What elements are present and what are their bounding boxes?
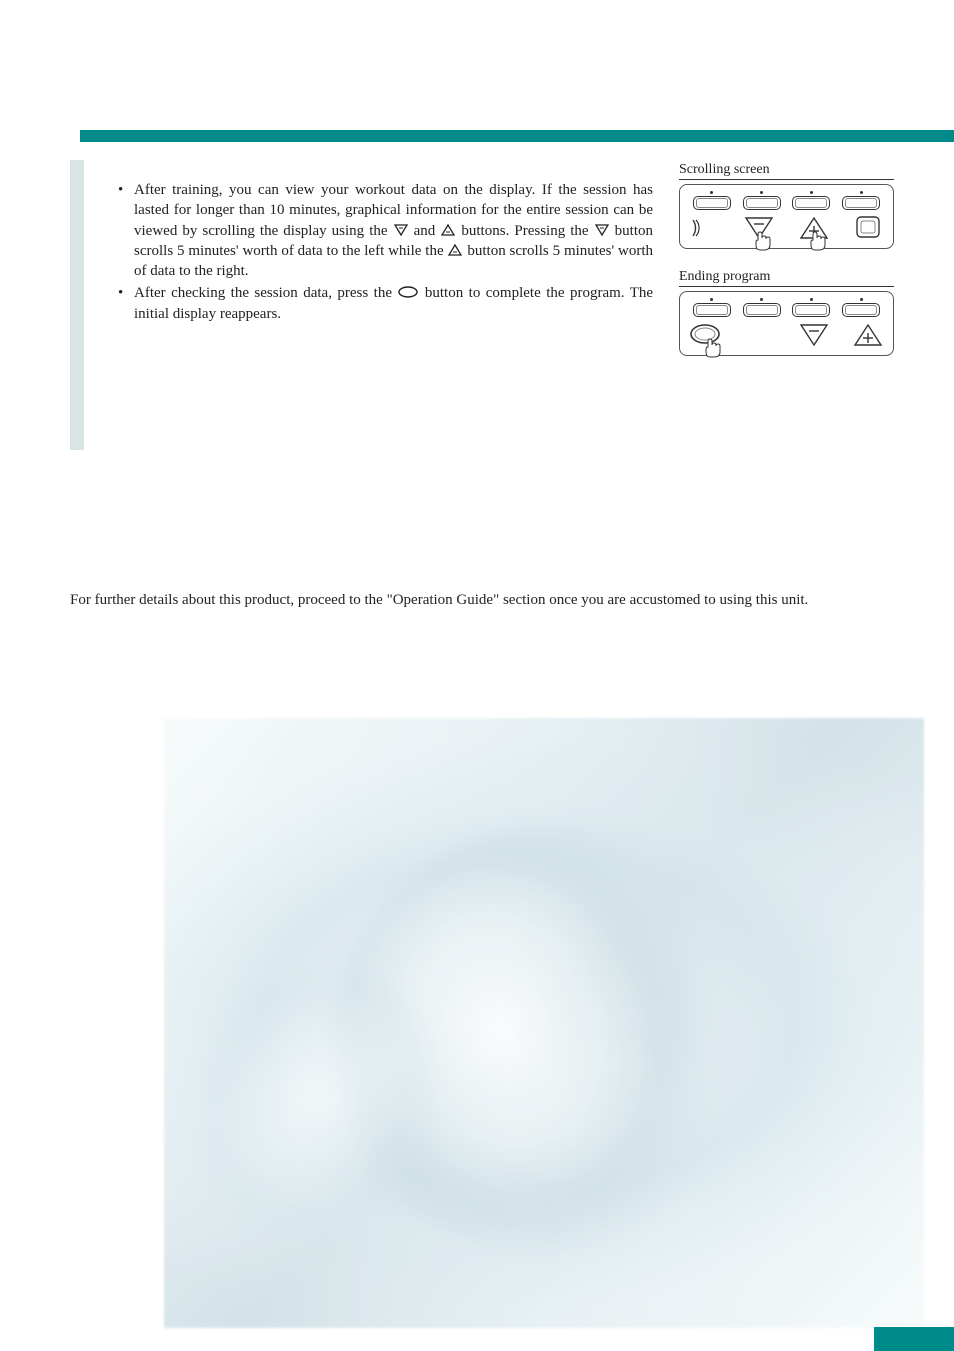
panel-rect-button [693,303,731,317]
panel-rect-button [792,303,830,317]
bullet-2: After checking the session data, press t… [134,283,659,324]
panel-plus-button [797,214,831,240]
panel-empty-slot [742,321,776,347]
hand-cursor-icon [807,230,827,252]
up-triangle-icon [447,243,463,257]
up-triangle-icon [440,223,456,237]
panel-button-slot [788,191,835,210]
panel-button-slot [788,298,835,317]
panel-button-slot [688,191,735,210]
hand-cursor-icon [752,230,772,252]
panel-rect-button [743,303,781,317]
bullet-1-text-2: and [414,223,441,239]
scrolling-panel-label: Scrolling screen [679,162,894,180]
panel-plus-button [851,321,885,347]
bullet-2-text-1: After checking the session data, press t… [134,285,397,301]
panel-button-slot [738,191,785,210]
oval-button-icon [397,285,419,299]
diagram-column: Scrolling screen [679,160,894,450]
header-accent-bar [80,130,954,142]
panel-minus-button [742,214,776,240]
hero-photo [164,718,924,1328]
panel-rect-button [693,196,731,210]
down-triangle-icon [393,223,409,237]
down-triangle-icon [594,223,610,237]
panel-button-slot [688,298,735,317]
footer-note: For further details about this product, … [70,592,894,609]
panel-arc-button [688,214,722,240]
panel-minus-button [797,321,831,347]
instruction-text-column: After training, you can view your workou… [104,160,659,450]
panel-rect-button [743,196,781,210]
panel-rect-button [842,196,880,210]
panel-square-button [851,214,885,240]
scrolling-panel [679,184,894,249]
page-corner-block [874,1327,954,1351]
panel-button-slot [838,191,885,210]
panel-button-slot [838,298,885,317]
section-vertical-bar [70,160,84,450]
content-wrap: After training, you can view your workou… [70,160,894,450]
panel-oval-button [688,321,722,347]
panel-rect-button [792,196,830,210]
hand-cursor-icon [702,337,722,359]
ending-panel [679,291,894,356]
panel-rect-button [842,303,880,317]
bullet-1-text-3: buttons. Pressing the [461,223,593,239]
bullet-1: After training, you can view your workou… [134,180,659,281]
ending-panel-label: Ending program [679,269,894,287]
panel-button-slot [738,298,785,317]
